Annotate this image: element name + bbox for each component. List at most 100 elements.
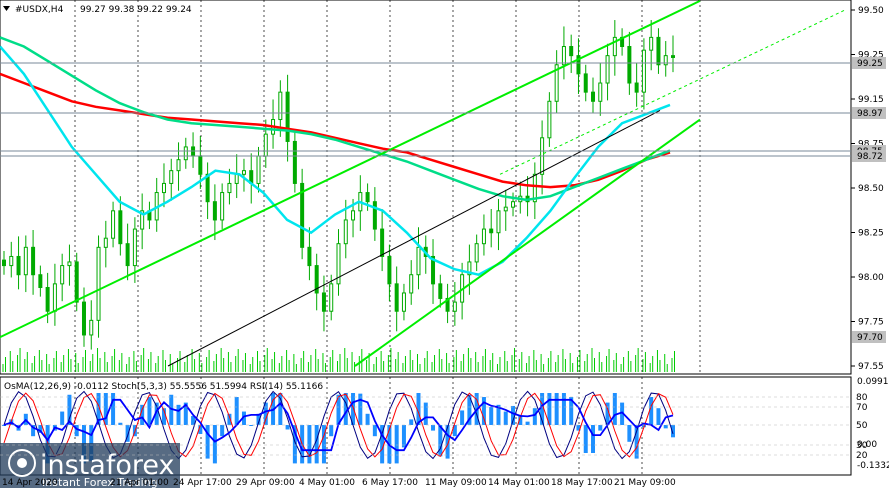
candle-body	[671, 55, 675, 58]
time-axis: 14 Apr 2020 21 Apr 01:00 24 Apr 17:00 29 Ap…	[2, 478, 676, 488]
price-tick-label: 98.00	[858, 273, 884, 283]
candle-body	[125, 243, 130, 267]
candle-body	[416, 246, 421, 276]
candle-body	[489, 228, 494, 234]
indicator-level-label: 20	[856, 451, 868, 461]
dropdown-arrow-icon[interactable]	[3, 6, 10, 11]
osma-bar	[663, 425, 668, 429]
candle-body	[198, 155, 203, 175]
candle-body	[591, 91, 596, 102]
osma-bar	[372, 425, 377, 437]
moving-average-line	[0, 36, 671, 202]
osma-bar	[351, 393, 356, 425]
osma-bar	[67, 394, 72, 425]
candle-body	[278, 91, 283, 121]
indicator-level-label: 70	[856, 403, 868, 413]
osma-bar	[496, 404, 501, 425]
price-tick-label: 98.50	[858, 184, 884, 194]
time-label: 18 May 17:00	[551, 478, 613, 488]
candle-body	[74, 261, 79, 303]
indicator-label: OsMA(12,26,9) -0.0112 Stoch(5,3,3) 55.55…	[4, 382, 323, 392]
candle-body	[598, 82, 603, 102]
candle-body	[343, 219, 348, 245]
osma-bar	[321, 425, 326, 464]
candle-body	[351, 210, 356, 221]
osma-bar	[547, 393, 552, 425]
candle-body	[234, 173, 239, 184]
osma-bar	[314, 425, 319, 464]
moving-average-line	[0, 72, 671, 189]
candle-body	[503, 206, 508, 212]
candle-body	[292, 140, 297, 184]
candle-body	[474, 243, 479, 263]
osma-bar	[401, 425, 406, 448]
candle-body	[307, 246, 312, 267]
osma-bar	[489, 407, 494, 425]
volume-bars	[2, 348, 675, 372]
time-label: 4 May 01:00	[299, 478, 355, 488]
moving-average-line	[0, 45, 671, 277]
ohlc-values: 99.27 99.38 99.22 99.24	[80, 5, 192, 15]
price-label: 98.72	[857, 152, 883, 162]
candle-body	[452, 301, 457, 312]
candle-body	[336, 243, 341, 285]
candle-body	[227, 182, 232, 194]
osma-bar	[605, 402, 610, 425]
candles	[2, 20, 675, 350]
candle-body	[576, 55, 581, 75]
osma-bar	[518, 416, 523, 425]
osma-bar	[2, 425, 6, 426]
osma-bar	[140, 404, 145, 425]
main-plot-frame	[0, 0, 852, 375]
time-label: 14 Apr 2020	[2, 478, 58, 488]
osma-bar	[394, 425, 399, 464]
osma-bar	[125, 425, 130, 442]
price-tick-label: 99.25	[858, 51, 884, 61]
osma-bar	[89, 425, 94, 461]
time-label: 21 May 09:00	[614, 478, 676, 488]
candle-body	[263, 133, 268, 157]
candle-body	[256, 155, 261, 184]
candle-body	[212, 201, 217, 221]
chart-header: #USDX,H4 99.27 99.38 99.22 99.24	[3, 5, 192, 15]
candle-body	[511, 201, 516, 208]
watermark-tagline: Instant Forex Trading	[42, 476, 158, 488]
candle-body	[627, 46, 632, 84]
osma-bar	[285, 425, 290, 430]
candle-body	[329, 283, 334, 312]
candle-body	[9, 255, 14, 267]
osma-bar	[598, 425, 603, 431]
moving-averages	[0, 36, 671, 277]
osma-bar	[365, 413, 370, 425]
candle-body	[401, 292, 406, 312]
osma-bar	[554, 393, 559, 425]
candle-body	[365, 192, 370, 203]
osma-bar	[503, 411, 508, 425]
vertical-grid	[74, 0, 701, 475]
indicator-level-label: 30	[856, 441, 868, 451]
candle-body	[605, 55, 610, 84]
candle-body	[111, 210, 116, 239]
candle-body	[532, 173, 537, 203]
candle-body	[445, 297, 450, 312]
price-level-lines	[0, 62, 851, 157]
candle-body	[89, 319, 94, 336]
osma-bar	[612, 393, 617, 425]
candle-body	[387, 255, 392, 285]
candle-body	[380, 228, 385, 257]
candle-body	[467, 261, 472, 276]
candle-body	[161, 182, 166, 194]
osma-bar	[147, 397, 152, 425]
indicator-level-label: 50	[856, 421, 868, 431]
candle-body	[169, 170, 174, 184]
price-label-box	[852, 150, 886, 162]
osma-bar	[111, 393, 116, 425]
candle-body	[96, 246, 101, 321]
osma-bar	[256, 413, 261, 425]
osma-bar	[409, 419, 414, 425]
osma-bar	[591, 425, 596, 453]
osma-bar	[241, 411, 246, 425]
price-label: 97.70	[857, 333, 883, 343]
